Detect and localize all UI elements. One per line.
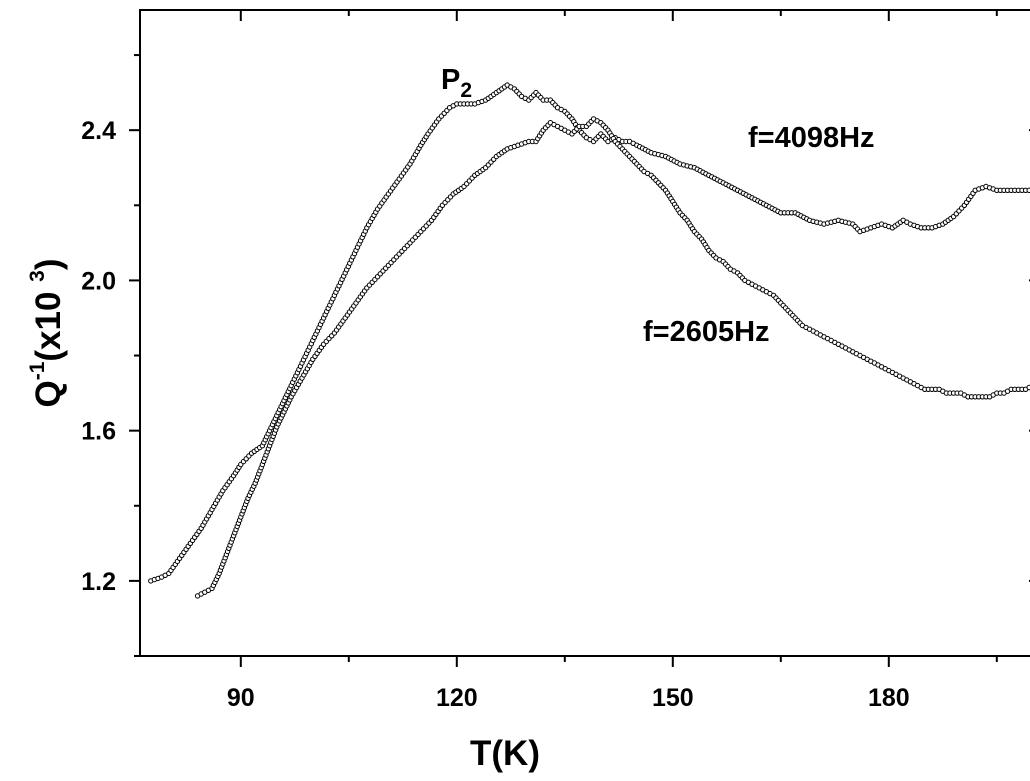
- y-axis-title-main: Q: [29, 380, 68, 407]
- y-axis-ticks: [129, 55, 1030, 656]
- x-axis-ticks: [241, 10, 997, 667]
- y-axis-title-sup2: 3: [26, 270, 49, 282]
- y-tick-label: 1.2: [81, 568, 116, 596]
- x-axis-tick-labels: 90 120 150 180: [227, 684, 910, 712]
- y-tick-label: 2.0: [81, 267, 116, 295]
- x-axis-title: T(K): [470, 734, 540, 773]
- x-tick-label: 90: [227, 684, 255, 712]
- series-label-4098: f=4098Hz: [748, 122, 875, 154]
- y-axis-tick-labels: 1.2 1.6 2.0 2.4: [81, 117, 116, 596]
- x-tick-label: 120: [436, 684, 478, 712]
- peak-label: P2: [441, 64, 472, 102]
- x-tick-label: 150: [652, 684, 694, 712]
- y-axis-title: Q-1(x10 3): [26, 258, 68, 407]
- y-tick-label: 1.6: [81, 418, 116, 446]
- y-tick-label: 2.4: [81, 117, 116, 145]
- peak-label-sub: 2: [460, 79, 472, 102]
- series-0: [149, 83, 1030, 583]
- x-tick-label: 180: [868, 684, 910, 712]
- y-axis-title-mid: (x10: [29, 282, 68, 362]
- series-1: [195, 117, 1030, 598]
- y-axis-title-sup1: -1: [26, 361, 49, 380]
- peak-label-main: P: [441, 64, 460, 96]
- y-axis-title-close: ): [29, 258, 68, 270]
- series-layer: [149, 83, 1030, 598]
- series-label-2605: f=2605Hz: [643, 316, 770, 348]
- plot-frame: [140, 10, 1030, 656]
